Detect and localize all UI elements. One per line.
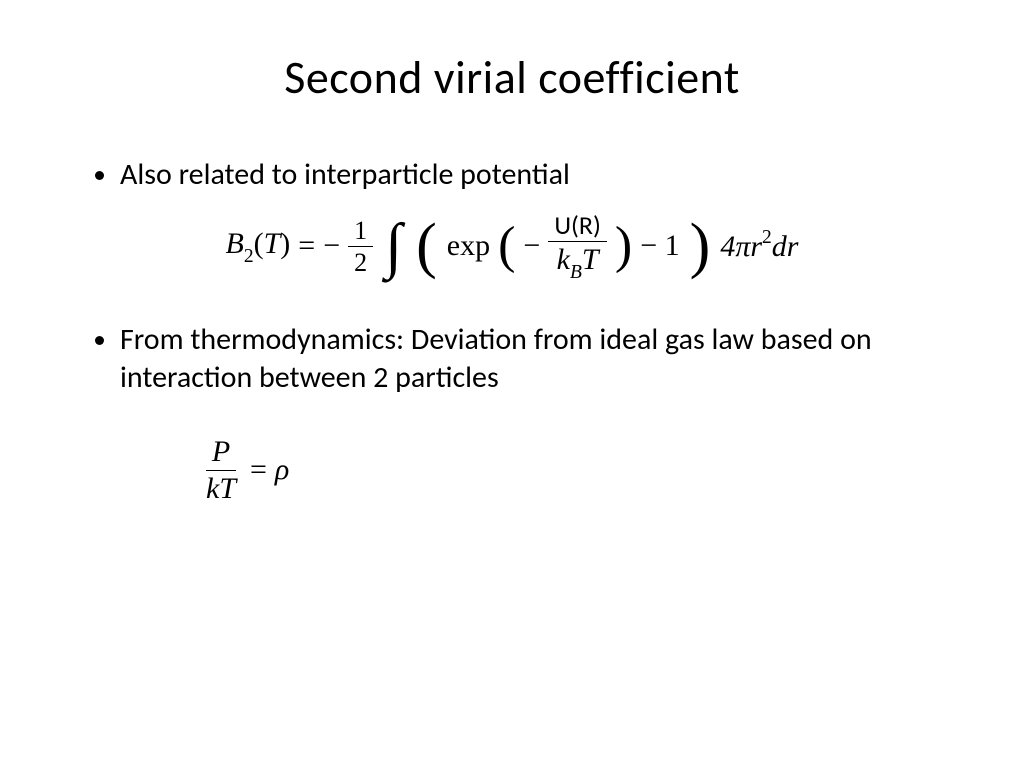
eq1-equals: = bbox=[298, 229, 315, 263]
equation-1-row: B2(T) = − 1 2 ∫ ( exp ( − U(R) kBT ) − 1… bbox=[80, 212, 944, 282]
eq2-equals: = bbox=[250, 453, 267, 487]
bullet-item: From thermodynamics: Deviation from idea… bbox=[120, 321, 944, 396]
equation-2-row: P kT = ρ bbox=[200, 436, 944, 504]
eq1-sub2: 2 bbox=[244, 246, 254, 267]
eq1-half-den: 2 bbox=[348, 247, 373, 276]
integral-icon: ∫ bbox=[381, 225, 406, 268]
eq1-lparen-med: ( bbox=[498, 228, 515, 264]
eq2-rho: ρ bbox=[275, 453, 289, 487]
eq1-minus: − bbox=[323, 229, 340, 263]
slide-title: Second virial coefficient bbox=[80, 50, 944, 106]
eq1-kbt: kBT bbox=[551, 242, 605, 281]
eq1-ur-fraction: U(R) kBT bbox=[548, 212, 607, 282]
eq2-P: P bbox=[206, 436, 236, 471]
eq1-urlabel: U(R) bbox=[548, 212, 607, 242]
eq1-B: B bbox=[570, 262, 582, 283]
slide: Second virial coefficient Also related t… bbox=[0, 0, 1024, 768]
eq1-sq: 2 bbox=[762, 227, 772, 248]
eq1-T2: T bbox=[582, 243, 599, 276]
eq1-lparen-big: ( bbox=[414, 225, 439, 268]
eq1-half: 1 2 bbox=[348, 217, 373, 277]
eq1-T: T bbox=[264, 227, 281, 260]
eq2-kT: kT bbox=[200, 471, 242, 505]
eq1-4pir: 4πr bbox=[720, 230, 762, 263]
eq1-tail: 4πr2dr bbox=[720, 229, 798, 264]
eq1-b: B bbox=[226, 227, 244, 260]
eq1-dr: dr bbox=[772, 230, 799, 263]
eq1-rparen-med: ) bbox=[615, 228, 632, 264]
equation-2: P kT = ρ bbox=[200, 436, 289, 504]
bullet-list-2: From thermodynamics: Deviation from idea… bbox=[80, 321, 944, 396]
eq1-half-num: 1 bbox=[348, 217, 373, 247]
equation-1: B2(T) = − 1 2 ∫ ( exp ( − U(R) kBT ) − 1… bbox=[226, 212, 799, 282]
eq1-k: k bbox=[557, 243, 570, 276]
bullet-list: Also related to interparticle potential bbox=[80, 156, 944, 194]
eq1-inner-minus: − bbox=[523, 229, 540, 263]
eq1-exp: exp bbox=[447, 229, 490, 263]
eq2-fraction: P kT bbox=[200, 436, 242, 504]
eq1-rparen-big: ) bbox=[688, 225, 713, 268]
eq1-lhs: B2(T) bbox=[226, 227, 291, 266]
bullet-item: Also related to interparticle potential bbox=[120, 156, 944, 194]
eq1-minus-one: − 1 bbox=[640, 229, 679, 263]
